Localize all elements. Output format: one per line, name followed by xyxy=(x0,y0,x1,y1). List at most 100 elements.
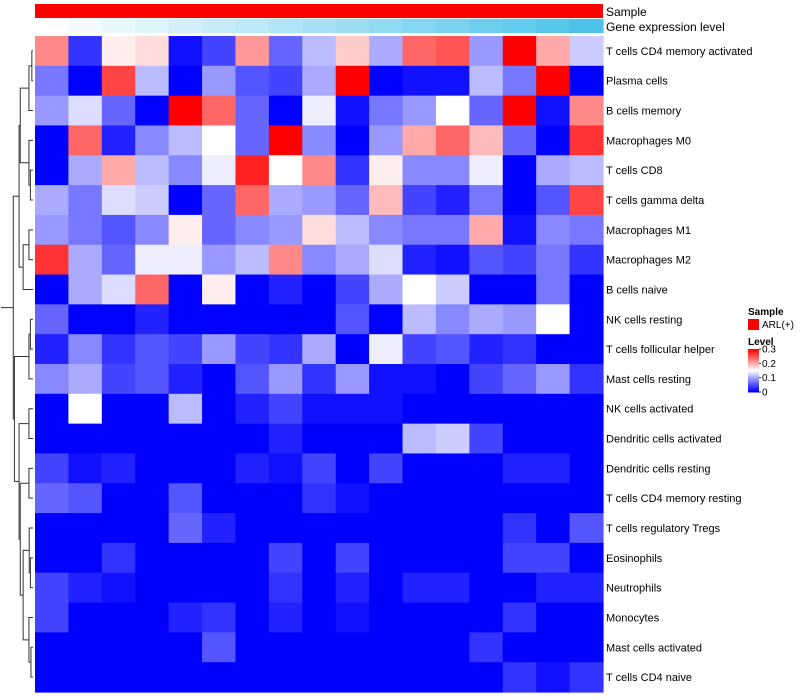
heatmap-cell xyxy=(302,274,337,305)
heatmap-cell xyxy=(202,632,237,663)
heatmap-cell xyxy=(135,393,170,425)
heatmap-cell xyxy=(302,423,337,455)
heatmap-cell xyxy=(402,513,437,544)
heatmap-cell xyxy=(235,632,270,663)
dendrogram-branch xyxy=(13,356,29,482)
heatmap-cell xyxy=(101,125,136,156)
heatmap-cell xyxy=(536,423,571,455)
heatmap-cell xyxy=(536,513,571,544)
heatmap-cell xyxy=(268,244,303,276)
heatmap-cell xyxy=(569,513,604,544)
heatmap-cell xyxy=(135,423,170,455)
heatmap-cell xyxy=(135,513,170,544)
level-legend-gradient-step xyxy=(748,357,759,359)
level-legend-gradient-step xyxy=(748,367,759,369)
heatmap-cell xyxy=(536,483,571,514)
gene-level-track-cell xyxy=(202,19,237,33)
heatmap-cell xyxy=(268,334,303,365)
level-legend-gradient-step xyxy=(748,386,759,388)
heatmap-cell xyxy=(569,274,604,305)
level-legend-gradient-step xyxy=(748,384,759,386)
sample-legend-swatch xyxy=(748,319,759,330)
heatmap-cell xyxy=(135,602,170,633)
level-legend-tick-label: 0.1 xyxy=(762,373,776,384)
heatmap-cell xyxy=(502,95,537,127)
dendrogram-branch xyxy=(30,646,33,678)
heatmap-cell xyxy=(302,513,337,544)
level-legend-gradient-step xyxy=(748,353,759,355)
heatmap-cell xyxy=(369,513,404,544)
heatmap-cell xyxy=(435,95,470,127)
heatmap-cell xyxy=(202,334,237,365)
heatmap-cell xyxy=(168,483,203,514)
heatmap-cell xyxy=(302,155,337,186)
heatmap-cell xyxy=(435,662,470,693)
heatmap-cell xyxy=(335,662,370,693)
heatmap-cell xyxy=(202,95,237,127)
heatmap-cell xyxy=(569,95,604,127)
heatmap-cell xyxy=(536,36,571,67)
heatmap-cell xyxy=(536,274,571,305)
heatmap-cell xyxy=(536,95,571,127)
heatmap-cell xyxy=(502,155,537,186)
heatmap-cell xyxy=(68,334,103,365)
row-label: NK cells activated xyxy=(606,404,693,416)
heatmap-cell xyxy=(35,572,70,604)
heatmap-cell xyxy=(469,602,504,633)
heatmap-cell xyxy=(402,393,437,425)
heatmap-cell xyxy=(202,274,237,305)
heatmap-cell xyxy=(569,36,604,67)
heatmap-cell xyxy=(335,214,370,246)
sample-track xyxy=(35,4,603,18)
heatmap-cell xyxy=(302,334,337,365)
dendrogram-branch xyxy=(28,408,33,440)
heatmap-cell xyxy=(168,214,203,246)
heatmap-cell xyxy=(536,155,571,186)
heatmap-cell xyxy=(35,155,70,186)
row-label: T cells regulatory Tregs xyxy=(606,523,721,535)
dendrogram-branch xyxy=(19,482,29,596)
level-legend-gradient-step xyxy=(748,376,759,378)
heatmap-cell xyxy=(35,185,70,216)
heatmap-cell xyxy=(502,274,537,305)
heatmap-cell xyxy=(68,214,103,246)
gene-level-track-cell xyxy=(402,19,437,33)
heatmap-cell xyxy=(268,185,303,216)
heatmap-cell xyxy=(369,632,404,663)
heatmap-cell xyxy=(502,393,537,425)
heatmap-cell xyxy=(569,125,604,156)
heatmap-cell xyxy=(536,185,571,216)
heatmap-cell xyxy=(68,483,103,514)
heatmap-cell xyxy=(268,602,303,633)
heatmap-cell xyxy=(569,483,604,514)
heatmap-cell xyxy=(235,125,270,156)
heatmap-cell xyxy=(268,155,303,186)
heatmap-cell xyxy=(68,185,103,216)
dendrogram-branch xyxy=(28,139,33,186)
heatmap-cell xyxy=(135,244,170,276)
heatmap-cell xyxy=(168,513,203,544)
gene-level-track-cell xyxy=(569,19,604,33)
heatmap-cell xyxy=(502,214,537,246)
heatmap-cell xyxy=(502,602,537,633)
heatmap-cell xyxy=(569,393,604,425)
heatmap-cell xyxy=(502,483,537,514)
heatmap-cell xyxy=(202,602,237,633)
heatmap-cells xyxy=(35,36,604,693)
heatmap-cell xyxy=(302,453,337,484)
heatmap-cell xyxy=(302,244,337,276)
heatmap-cell xyxy=(101,513,136,544)
heatmap-cell xyxy=(202,36,237,67)
heatmap-cell xyxy=(135,304,170,335)
heatmap-cell xyxy=(35,36,70,67)
heatmap-cell xyxy=(101,393,136,425)
heatmap-cell xyxy=(369,334,404,365)
level-legend-gradient-step xyxy=(748,359,759,361)
heatmap-cell xyxy=(168,244,203,276)
heatmap-cell xyxy=(469,542,504,574)
heatmap-cell xyxy=(536,304,571,335)
level-legend-gradient-step xyxy=(748,356,759,358)
heatmap-cell xyxy=(268,214,303,246)
heatmap-cell xyxy=(569,602,604,633)
